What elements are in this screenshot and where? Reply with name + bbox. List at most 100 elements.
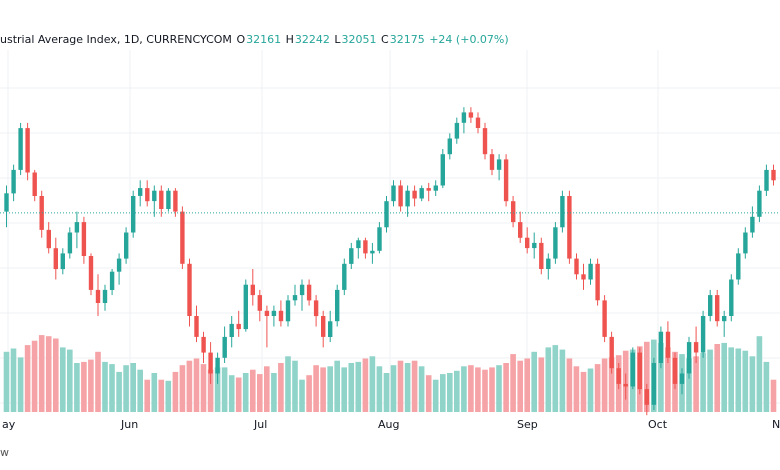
candle[interactable] <box>511 196 516 228</box>
candle[interactable] <box>194 305 199 343</box>
candle[interactable] <box>539 237 544 275</box>
candle[interactable] <box>715 289 720 327</box>
candle[interactable] <box>468 107 474 123</box>
candle[interactable] <box>32 169 37 202</box>
candle[interactable] <box>482 122 488 160</box>
candle[interactable] <box>377 222 382 254</box>
candle[interactable] <box>743 227 748 259</box>
candle[interactable] <box>138 180 143 207</box>
candle[interactable] <box>180 206 185 269</box>
candle[interactable] <box>208 342 213 384</box>
candle[interactable] <box>525 227 530 254</box>
candle[interactable] <box>461 107 467 134</box>
candle[interactable] <box>722 310 727 337</box>
candle[interactable] <box>496 154 502 181</box>
candle[interactable] <box>102 284 108 311</box>
candle[interactable] <box>532 232 537 259</box>
candle[interactable] <box>370 242 375 264</box>
candle[interactable] <box>616 363 621 390</box>
candle[interactable] <box>313 295 319 327</box>
candle[interactable] <box>11 164 16 202</box>
candle[interactable] <box>124 227 129 264</box>
candle[interactable] <box>686 336 692 379</box>
candle[interactable] <box>595 258 600 306</box>
candle[interactable] <box>729 274 734 322</box>
candle[interactable] <box>588 258 593 285</box>
candle[interactable] <box>321 310 326 348</box>
candle[interactable] <box>306 279 312 306</box>
candle[interactable] <box>672 352 678 390</box>
candle[interactable] <box>679 368 685 395</box>
candle[interactable] <box>574 253 579 280</box>
candle[interactable] <box>278 300 284 327</box>
candle[interactable] <box>53 237 58 280</box>
candle[interactable] <box>116 253 122 285</box>
candle[interactable] <box>74 211 80 249</box>
candle[interactable] <box>60 248 65 275</box>
candle[interactable] <box>609 331 614 374</box>
candle[interactable] <box>708 289 713 322</box>
candle[interactable] <box>700 310 706 358</box>
candle[interactable] <box>454 117 460 144</box>
candle[interactable] <box>475 112 481 134</box>
candle[interactable] <box>567 190 572 264</box>
candle[interactable] <box>426 182 431 202</box>
candle[interactable] <box>651 357 657 410</box>
candle[interactable] <box>67 227 73 259</box>
candle[interactable] <box>546 253 551 280</box>
candle[interactable] <box>285 295 291 327</box>
candle[interactable] <box>18 122 23 176</box>
candle[interactable] <box>581 263 586 290</box>
candle[interactable] <box>257 289 262 322</box>
candle[interactable] <box>764 164 769 196</box>
candle[interactable] <box>560 190 565 233</box>
candle[interactable] <box>405 185 410 217</box>
candle[interactable] <box>145 180 150 207</box>
candle[interactable] <box>264 305 270 348</box>
candle[interactable] <box>342 258 347 296</box>
candle[interactable] <box>88 253 94 296</box>
candle[interactable] <box>363 237 368 259</box>
candle[interactable] <box>81 216 87 264</box>
candle[interactable] <box>391 180 396 207</box>
candle[interactable] <box>39 190 44 238</box>
candle[interactable] <box>644 383 649 416</box>
candle[interactable] <box>4 185 9 228</box>
candle[interactable] <box>412 185 417 207</box>
candle[interactable] <box>215 352 220 384</box>
candle[interactable] <box>131 190 136 238</box>
candle[interactable] <box>46 222 51 254</box>
candle[interactable] <box>757 185 762 223</box>
candle[interactable] <box>665 321 671 363</box>
candle[interactable] <box>152 185 157 217</box>
candle[interactable] <box>25 122 30 181</box>
candle[interactable] <box>349 242 354 269</box>
candle[interactable] <box>328 310 333 343</box>
candle[interactable] <box>159 185 164 217</box>
candle[interactable] <box>693 326 699 364</box>
candle[interactable] <box>271 305 277 327</box>
candle[interactable] <box>250 269 255 306</box>
candle[interactable] <box>201 331 206 363</box>
candle[interactable] <box>489 149 495 176</box>
candle[interactable] <box>173 188 178 217</box>
candle[interactable] <box>433 180 438 196</box>
candle[interactable] <box>166 188 171 212</box>
candle[interactable] <box>736 248 741 285</box>
candle[interactable] <box>187 258 192 327</box>
candle[interactable] <box>553 222 558 264</box>
candle[interactable] <box>623 373 628 400</box>
candle[interactable] <box>658 326 664 369</box>
candle[interactable] <box>335 284 340 327</box>
candle[interactable] <box>602 295 607 343</box>
candle[interactable] <box>750 206 755 238</box>
candle[interactable] <box>292 284 298 306</box>
candle[interactable] <box>440 149 445 189</box>
candle[interactable] <box>447 133 452 160</box>
candle[interactable] <box>419 185 424 202</box>
candle[interactable] <box>630 347 635 390</box>
candle[interactable] <box>229 316 234 348</box>
candle[interactable] <box>771 164 776 186</box>
candle[interactable] <box>109 269 115 296</box>
